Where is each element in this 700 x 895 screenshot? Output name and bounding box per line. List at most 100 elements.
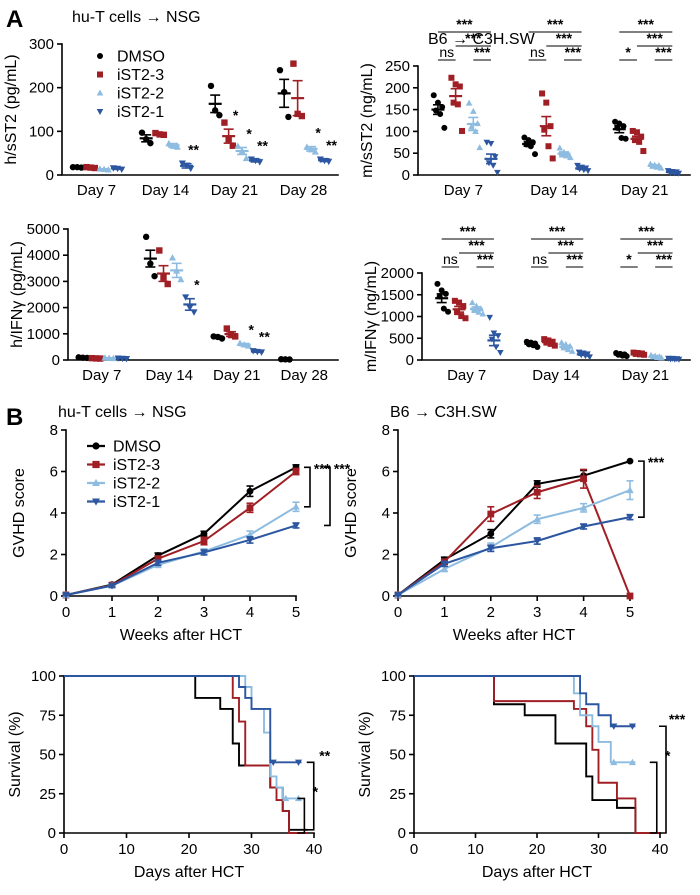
svg-text:1500: 1500 [381,287,414,304]
svg-text:40: 40 [306,841,323,858]
x-tick-label: Day 7 [77,182,116,199]
svg-text:4: 4 [382,505,390,522]
svg-text:100: 100 [31,668,56,685]
significance-marker: *** [646,30,663,46]
scatter-point [486,314,494,321]
survival-curve [414,675,636,764]
censor-marker [628,758,636,766]
x-tick-label: Day 21 [622,367,670,384]
svg-text:20: 20 [529,841,546,858]
series-point [292,468,300,475]
series-point [487,545,495,553]
legend-label: DMSO [117,49,165,66]
y-axis-title: m/sST2 (ng/mL) [359,63,376,178]
significance-marker: *** [474,44,491,60]
y-axis-title: GVHD score [11,468,28,558]
svg-text:0: 0 [52,352,60,369]
series-point [626,486,634,494]
series-point [533,515,541,523]
scatter-point [182,294,190,301]
series-point [62,592,70,599]
svg-text:3: 3 [533,604,541,621]
series-line [397,477,631,597]
svg-text:3000: 3000 [27,273,60,290]
scatter-point [434,280,441,287]
significance-bracket [638,460,645,518]
scatter-point [448,74,455,81]
scatter-point [468,299,476,306]
y-axis-title: GVHD score [343,468,360,558]
chart-title: hu-T cells → NSG [58,404,187,421]
svg-text:500: 500 [389,330,414,347]
series-point [246,537,254,544]
scatter-point [556,144,564,151]
scatter-point [156,247,163,254]
series-point [154,555,162,563]
significance-marker: *** [465,30,482,46]
chart-b-right-survival: 0 25 50 75 100 0 10 20 30 40 Survival (%) Days afte… [350,660,700,895]
series-point [579,523,588,531]
scatter-point [568,347,576,354]
legend-label: iST2-3 [113,457,160,474]
svg-text:100: 100 [381,668,406,685]
svg-text:0: 0 [60,841,68,858]
series-point [487,530,495,538]
legend-label: iST2-3 [117,67,164,84]
censor-marker [282,794,290,802]
legend-label: iST2-2 [113,476,160,493]
svg-text:0: 0 [48,825,56,842]
triangle-down-icon [92,498,100,506]
series-line [397,460,631,596]
scatter-point [541,126,548,133]
svg-text:5: 5 [626,604,634,621]
svg-text:2000: 2000 [27,300,60,317]
scatter-point [207,82,215,90]
svg-text:1000: 1000 [381,309,414,326]
scatter-point [142,233,150,241]
survival-curve [414,675,654,834]
series-line [65,524,297,596]
y-axis-title: Survival (%) [7,711,24,797]
scatter-point [290,60,297,67]
scatter-point [459,127,466,134]
y-axis-title: h/IFNγ (pg/mL) [9,241,26,348]
scatter-point [640,148,647,155]
legend-label: DMSO [113,439,161,456]
series-point [440,565,449,572]
series-line [65,470,297,596]
x-tick-label: Day 14 [530,182,578,199]
scatter-point [147,139,154,147]
svg-text:200: 200 [385,80,410,97]
significance-marker: *** [558,237,575,253]
scatter-point [551,342,558,349]
censor-marker [269,759,277,767]
series-point [246,530,254,538]
svg-text:25: 25 [39,786,56,803]
scatter-point [476,144,484,151]
x-axis-title: Days after HCT [134,864,244,881]
svg-text:40: 40 [652,841,669,858]
series-point [533,488,541,496]
triangle-icon [92,478,100,487]
x-axis-title: Days after HCT [482,864,592,881]
significance-marker: *** [468,237,485,253]
svg-text:5: 5 [292,604,300,621]
scatter-point [574,162,581,169]
svg-text:75: 75 [389,707,406,724]
scatter-point [285,113,292,121]
svg-text:2: 2 [487,604,495,621]
significance-marker: *** [314,460,331,476]
significance-marker: * [315,125,321,141]
scatter-point [487,141,495,148]
chart-title: B6 → C3H.SW [428,31,536,48]
scatter-point [497,350,504,357]
legend-item-ist2-2: iST2-2 [96,86,164,103]
series-point [200,549,208,557]
scatter-point [164,280,171,288]
significance-marker: ns [530,44,545,60]
legend-item-ist2-3: iST2-3 [87,457,160,474]
x-tick-label: Day 21 [621,182,669,199]
scatter-point [543,99,550,106]
panel-a-label: A [6,6,24,33]
svg-text:6: 6 [382,464,390,481]
